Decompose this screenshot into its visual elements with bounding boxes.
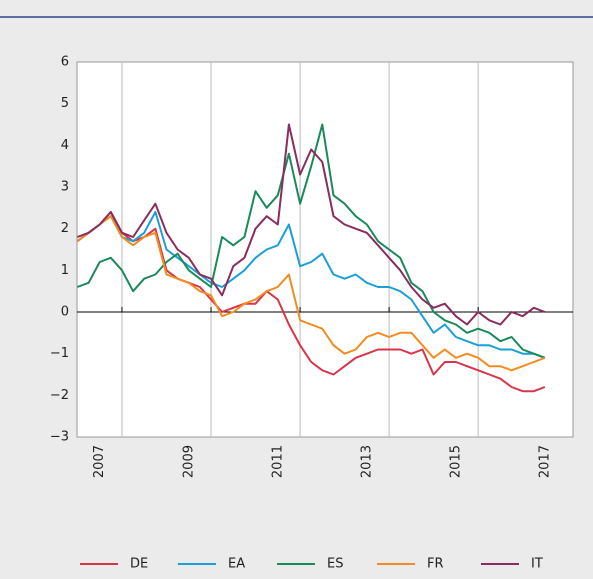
series-line [77,123,546,326]
y-tick-label: 4 [61,138,69,153]
y-tick-label: −1 [50,346,69,361]
x-tick-label: 2011 [270,445,285,478]
series-line [77,123,546,359]
legend-label: IT [531,557,543,572]
legend-label: FR [427,557,444,572]
y-tick-label: 2 [61,221,69,236]
y-tick-label: 3 [61,180,69,195]
legend-label: DE [130,557,148,572]
x-tick-label: 2015 [448,445,463,478]
x-tick-label: 2013 [359,445,374,478]
legend-label: ES [327,557,343,572]
y-tick-label: −2 [50,388,69,403]
plot-area [76,61,574,438]
series-line [76,215,546,372]
y-tick-label: 6 [61,55,69,70]
y-tick-label: 1 [61,263,69,278]
legend-label: EA [228,557,245,572]
y-tick-label: −3 [50,430,69,445]
y-tick-label: 0 [61,305,69,320]
x-tick-label: 2009 [181,445,196,478]
y-tick-label: 5 [61,96,69,111]
x-tick-label: 2017 [537,445,552,478]
series-line [76,211,546,393]
x-tick-label: 2007 [92,445,107,478]
series-line [76,211,546,359]
